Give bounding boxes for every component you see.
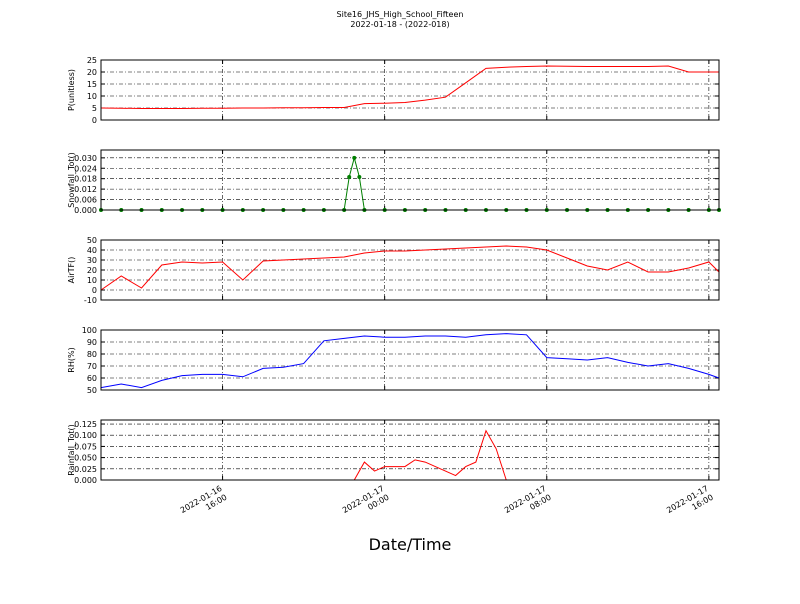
data-line	[101, 429, 719, 481]
data-line	[101, 155, 719, 211]
y-tick-label: 0.100	[74, 431, 97, 440]
y-tick-label: 0	[92, 116, 97, 125]
y-tick-label: 50	[87, 236, 97, 245]
x-tick-label: 2022-01-1708:00	[503, 484, 553, 524]
data-point	[357, 174, 362, 179]
chart-subtitle: 2022-01-18 - (2022-018)	[350, 20, 449, 29]
chart-title: Site16_JHS_High_School_Fifteen	[337, 10, 464, 19]
y-tick-label: 0.000	[74, 206, 97, 215]
y-tick-label: 0.018	[74, 175, 97, 184]
y-tick-label: 30	[87, 256, 97, 265]
y-tick-label: 0.030	[74, 154, 97, 163]
y-tick-label: 0	[92, 286, 97, 295]
data-point	[347, 174, 352, 179]
y-tick-label: 90	[87, 338, 97, 347]
y-tick-label: 0.050	[74, 454, 97, 463]
x-tick-label: 2022-01-1616:00	[179, 484, 229, 524]
y-tick-label: 100	[82, 326, 97, 335]
y-tick-label: 0.024	[74, 164, 97, 173]
y-tick-label: 0.025	[74, 465, 97, 474]
y-tick-label: -10	[84, 296, 97, 305]
y-axis-label: AirTF()	[67, 257, 76, 284]
y-tick-label: 0.012	[74, 185, 97, 194]
y-tick-label: 60	[87, 374, 97, 383]
x-axis-label: Date/Time	[369, 535, 452, 554]
y-axis-label: RH(%)	[67, 347, 76, 372]
y-tick-label: 10	[87, 276, 97, 285]
y-tick-label: 70	[87, 362, 97, 371]
y-axis-label: P(unitless)	[67, 69, 76, 111]
axes-frame	[100, 419, 720, 481]
data-line	[100, 65, 719, 109]
axes-frame	[100, 149, 720, 211]
y-tick-label: 20	[87, 68, 97, 77]
axes-frame	[100, 59, 720, 121]
y-axis-label: Snowfall_Tot()	[67, 152, 76, 208]
axes-frame	[100, 329, 720, 391]
y-tick-label: 15	[87, 80, 97, 89]
y-tick-label: 25	[87, 56, 97, 65]
y-axis-label: Rainfall_Tot()	[67, 424, 76, 476]
data-line	[100, 245, 720, 291]
x-tick-label: 2022-01-1716:00	[665, 484, 715, 524]
data-line	[100, 333, 720, 389]
y-tick-label: 0.000	[74, 476, 97, 485]
y-tick-label: 20	[87, 266, 97, 275]
y-tick-label: 40	[87, 246, 97, 255]
data-point	[352, 155, 357, 160]
y-tick-label: 0.075	[74, 442, 97, 451]
axes-frame	[100, 239, 720, 301]
y-tick-label: 80	[87, 350, 97, 359]
y-tick-label: 5	[92, 104, 97, 113]
y-tick-label: 10	[87, 92, 97, 101]
y-tick-label: 0.125	[74, 420, 97, 429]
x-tick-label: 2022-01-1700:00	[341, 484, 391, 524]
y-tick-label: 50	[87, 386, 97, 395]
y-tick-label: 0.006	[74, 196, 97, 205]
